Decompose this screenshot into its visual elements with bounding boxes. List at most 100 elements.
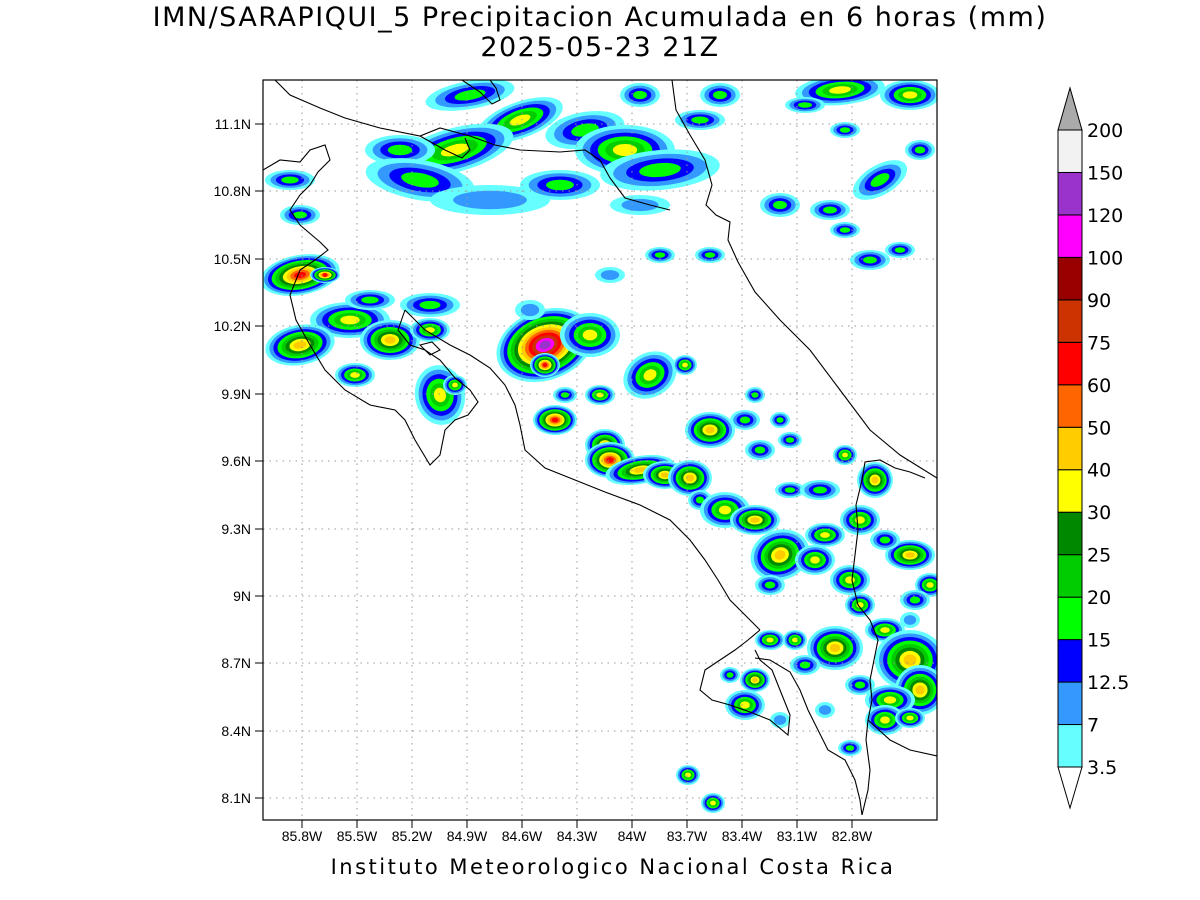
rain-cell [833,445,857,465]
rain-contour [419,300,441,310]
colorbar-label: 3.5 [1087,757,1117,779]
rain-cell [345,290,395,310]
rain-contour [903,615,917,625]
rain-contour [685,772,691,778]
rain-contour [842,452,848,458]
rain-cell [840,505,880,535]
chart-title: IMN/SARAPIQUI_5 Precipitacion Acumulada … [152,2,1048,33]
lat-tick-label: 10.8N [214,183,251,199]
rain-contour [740,701,750,709]
rain-contour [387,144,413,156]
rain-cell [430,185,550,215]
rain-cell [675,110,725,130]
rain-contour [453,190,527,210]
colorbar-swatch [1057,214,1083,258]
rain-contour [863,256,877,264]
rain-contour [883,696,897,704]
rain-contour [818,705,832,715]
rain-contour [546,179,574,191]
rain-contour [766,637,774,643]
rain-cell [830,122,860,138]
rain-contour [509,114,531,126]
rain-contour [752,677,758,683]
rain-contour [774,550,786,560]
rain-cell [790,655,820,675]
rain-cell [770,712,790,728]
chart-subtitle-date: 2025-05-23 21Z [480,32,720,63]
rain-cell [880,80,937,110]
rain-cell [600,149,720,191]
rain-contour [784,487,796,493]
rain-contour [926,582,934,588]
rain-cell [685,412,735,448]
rain-contour [691,116,709,124]
lon-tick-label: 85.5W [337,828,378,844]
rain-contour [695,496,705,504]
rain-contour [718,505,732,515]
rain-cell [730,505,780,535]
colorbar-label: 30 [1087,502,1111,524]
rain-cell [805,523,845,547]
rain-cell [595,267,625,283]
colorbar-label: 100 [1087,247,1123,269]
rain-contour [754,446,766,454]
rain-contour [810,556,820,564]
rain-contour [914,146,926,154]
rain-contour [704,252,716,258]
rain-contour [792,637,798,643]
rain-cell [365,135,435,165]
lon-tick-label: 85.8W [282,828,323,844]
lat-tick-label: 10.5N [214,251,251,267]
rain-contour [839,227,851,233]
rain-cell [425,80,515,111]
rain-cell [815,702,835,718]
longitude-axis: 85.8W 85.5W 85.2W 84.9W 84.6W 84.3W 84W 83.7W 83… [282,820,873,844]
rain-cell [310,267,340,283]
lat-tick-label: 9.9N [221,386,251,402]
lat-tick-label: 10.2N [214,318,251,334]
rain-cell [740,668,770,692]
colorbar-label: 12.5 [1087,672,1129,694]
rain-cell [845,593,875,617]
rain-cell [645,247,675,263]
rain-contour [750,517,760,523]
colorbar-swatch [1057,554,1083,598]
rain-cell [807,626,863,670]
rain-contour [871,476,879,484]
colorbar-swatch [1057,341,1083,386]
rain-cell [745,440,775,460]
rain-cell [778,432,802,448]
rain-contour [551,417,559,423]
colorbar-swatch [1057,596,1083,641]
colorbar-label: 7 [1087,715,1099,737]
precipitation-field [263,80,937,813]
rain-contour [776,417,784,423]
colorbar-swatch [1057,681,1083,726]
rain-cell [688,490,712,510]
rain-contour [560,392,570,398]
rain-contour [751,392,759,398]
rain-contour [710,800,716,806]
rain-cell [810,200,850,220]
rain-contour [660,472,670,478]
rain-cell [695,247,725,263]
rain-contour [596,392,604,398]
rain-cell [845,675,875,695]
rain-cell [750,529,810,581]
colorbar-label: 20 [1087,587,1111,609]
latitude-axis: 11.1N 10.8N 10.5N 10.2N 9.9N 9.6N 9.3N 9N 8.7N 8.… [214,116,263,806]
rain-contour [726,672,734,678]
colorbar-swatch [1057,469,1083,513]
lat-tick-label: 9.3N [221,521,251,537]
rain-cell [857,462,893,498]
rain-contour [764,581,776,589]
rain-contour [281,176,299,184]
rain-cell [530,353,560,377]
rain-cell [560,313,620,357]
rain-cell [885,540,935,570]
colorbar-label: 200 [1087,120,1123,142]
rain-cell [725,690,765,720]
rain-contour [401,172,439,188]
rain-contour [880,716,890,724]
rain-cell [785,97,825,113]
